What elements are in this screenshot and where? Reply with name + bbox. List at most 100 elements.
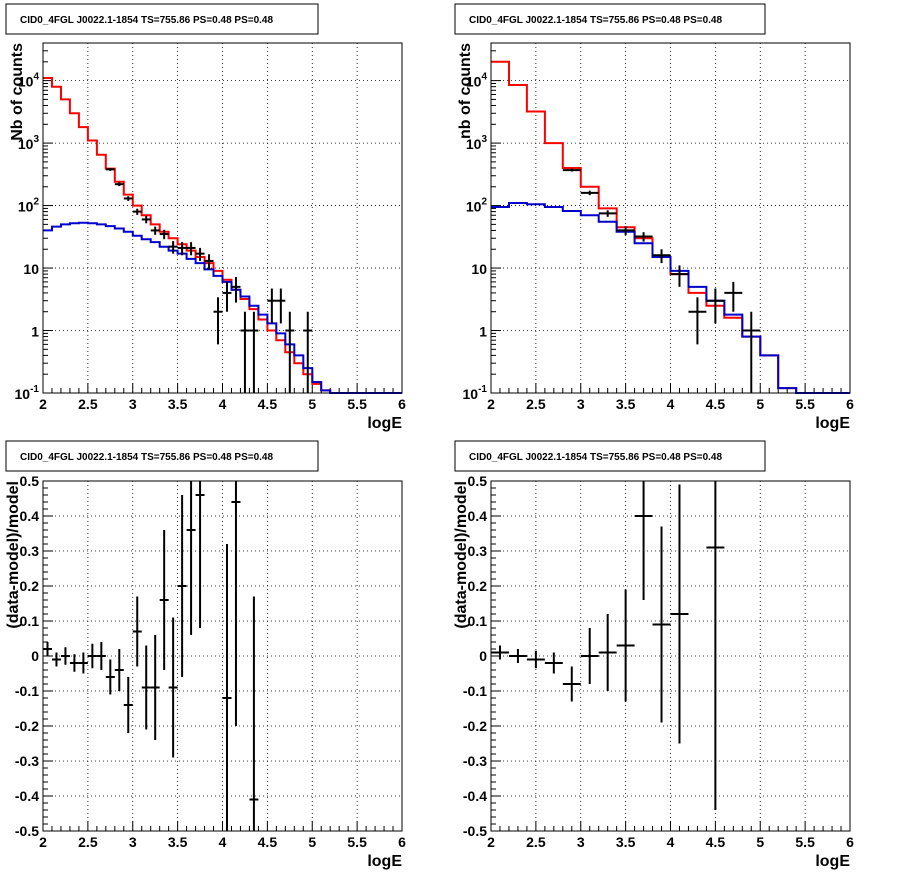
- y-tick-label: -0.1: [15, 683, 39, 699]
- data-point: [105, 167, 115, 171]
- title-box: [454, 3, 766, 35]
- data-point: [562, 168, 581, 172]
- x-tick-label: 5: [308, 834, 316, 850]
- x-tick-label: 5.5: [347, 834, 367, 850]
- data-point: [168, 617, 178, 758]
- x-tick-label: 4.5: [706, 396, 726, 412]
- x-tick-label: 3.5: [168, 834, 188, 850]
- x-tick-label: 4: [219, 396, 227, 412]
- x-tick-label: 2.5: [526, 396, 546, 412]
- data-point: [231, 481, 241, 726]
- y-tick-label: -0.5: [15, 823, 39, 839]
- y-axis-label: (data-model)/model: [453, 481, 470, 629]
- y-tick-label: -0.1: [463, 683, 487, 699]
- data-point: [105, 659, 115, 695]
- chart-title: CID0_4FGL J0022.1-1854 TS=755.86 PS=0.48…: [469, 15, 722, 26]
- data-point: [742, 311, 761, 393]
- y-tick-label: 0.5: [20, 473, 40, 489]
- y-tick-label: 10-1: [463, 384, 488, 402]
- y-tick-label: 0.4: [20, 508, 40, 524]
- data-point: [69, 654, 79, 672]
- data-point: [652, 526, 671, 723]
- data-point: [132, 596, 142, 667]
- data-point: [150, 226, 160, 235]
- x-tick-label: 3: [129, 834, 137, 850]
- x-tick-label: 2: [487, 834, 495, 850]
- data-point: [177, 495, 187, 677]
- data-point: [598, 210, 617, 217]
- data-point: [51, 652, 61, 667]
- title-box: [5, 3, 319, 35]
- x-tick-label: 6: [846, 834, 854, 850]
- x-tick-label: 5.5: [795, 396, 815, 412]
- x-tick-label: 2: [487, 396, 495, 412]
- data-point: [491, 645, 509, 660]
- y-tick-label: -0.5: [463, 823, 487, 839]
- plot-area: [491, 481, 850, 831]
- x-tick-label: 2.5: [526, 834, 546, 850]
- y-tick-label: 0.1: [468, 613, 488, 629]
- x-tick-label: 6: [398, 834, 406, 850]
- x-tick-label: 4: [667, 834, 675, 850]
- data-point: [78, 652, 88, 674]
- y-tick-label: 104: [466, 72, 488, 90]
- data-point: [508, 649, 527, 663]
- data-point: [123, 677, 133, 733]
- data-point: [562, 666, 581, 702]
- y-tick-label: -0.2: [463, 718, 487, 734]
- data-point: [213, 297, 223, 345]
- plot-area: [491, 43, 850, 393]
- y-tick-label: 0: [479, 648, 487, 664]
- y-axis-label: Nb of counts: [9, 43, 26, 141]
- x-tick-label: 2.5: [78, 834, 98, 850]
- chart-panel-3: CID0_4FGL J0022.1-1854 TS=755.86 PS=0.48…: [5, 440, 406, 870]
- x-tick-label: 4.5: [258, 834, 278, 850]
- x-tick-label: 4: [667, 396, 675, 412]
- y-tick-label: 0.2: [468, 578, 488, 594]
- data-point: [87, 643, 97, 669]
- data-point: [123, 196, 133, 201]
- data-point: [159, 229, 169, 240]
- plot-frame: [490, 480, 851, 832]
- y-axis-label: nb of counts: [457, 43, 474, 139]
- x-tick-label: 3: [129, 396, 137, 412]
- data-point: [303, 311, 313, 393]
- y-axis-label: (data-model)/model: [5, 481, 22, 629]
- x-tick-label: 4.5: [706, 834, 726, 850]
- data-point: [204, 254, 214, 270]
- data-point: [598, 614, 617, 691]
- data-point: [195, 247, 205, 261]
- data-point: [150, 635, 160, 740]
- y-tick-label: 102: [18, 197, 40, 215]
- y-tick-label: 1: [31, 324, 39, 340]
- y-tick-label: 1: [479, 324, 487, 340]
- data-point: [544, 652, 563, 674]
- y-tick-label: 0: [31, 648, 39, 664]
- data-point: [616, 226, 635, 236]
- title-box: [5, 440, 319, 472]
- data-point: [724, 281, 743, 312]
- x-tick-label: 3.5: [616, 396, 636, 412]
- plot-area: [43, 43, 402, 393]
- data-point: [141, 216, 151, 224]
- x-tick-label: 2: [39, 834, 47, 850]
- plot-frame: [42, 480, 403, 832]
- x-tick-label: 5: [756, 396, 764, 412]
- data-point: [249, 311, 259, 393]
- data-point: [706, 288, 725, 324]
- data-point: [670, 265, 689, 287]
- y-tick-label: -0.2: [15, 718, 39, 734]
- title-box: [454, 440, 766, 472]
- x-tick-label: 3.5: [168, 396, 188, 412]
- y-tick-label: 0.3: [468, 543, 488, 559]
- data-point: [634, 481, 653, 600]
- x-tick-label: 5.5: [347, 396, 367, 412]
- data-point: [114, 649, 124, 691]
- data-point: [177, 242, 187, 256]
- x-tick-label: 5: [756, 834, 764, 850]
- y-tick-label: 0.5: [468, 473, 488, 489]
- x-tick-label: 4.5: [258, 396, 278, 412]
- data-point: [706, 481, 725, 810]
- chart-title: CID0_4FGL J0022.1-1854 TS=755.86 PS=0.48…: [20, 15, 273, 26]
- data-point: [670, 484, 689, 744]
